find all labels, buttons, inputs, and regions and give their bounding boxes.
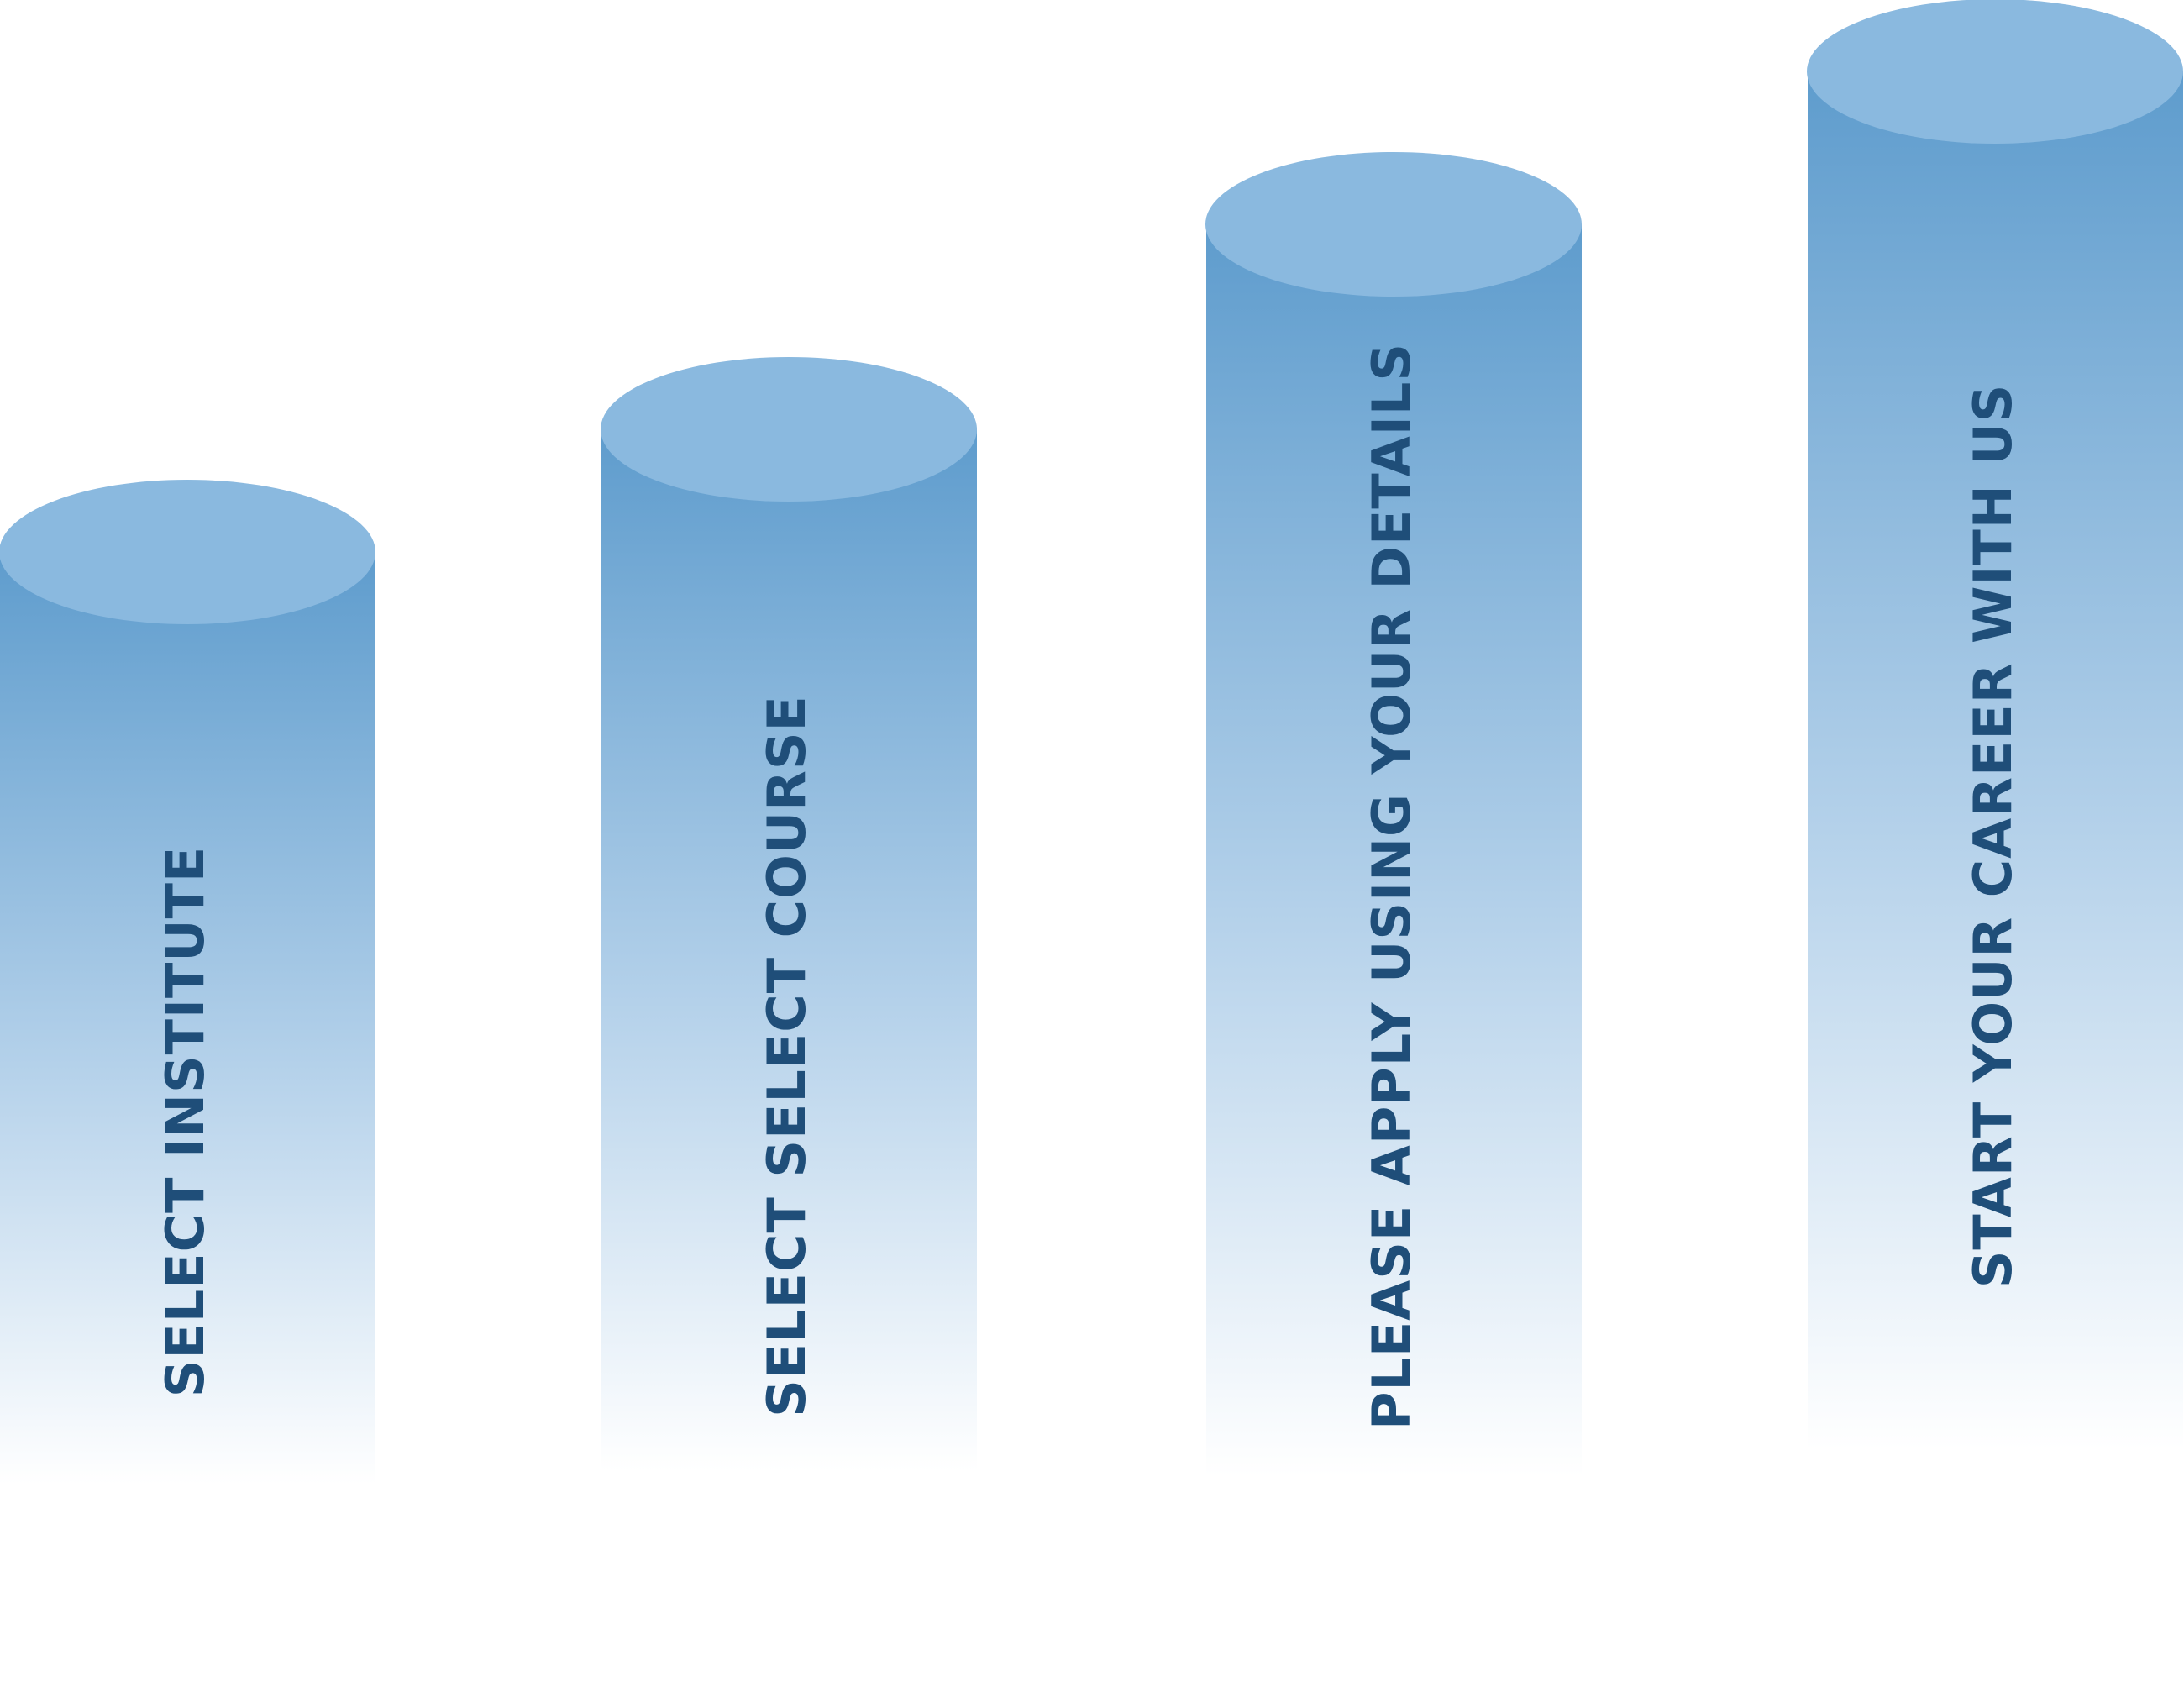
step-3-label: PLEASE APPLY USING YOUR DETAILS xyxy=(1361,343,1422,1430)
step-1-label: SELECT INSTITUTE xyxy=(155,846,216,1398)
step-2-cylinder-body xyxy=(601,429,977,1471)
step-2-cylinder: SELECT SELECT COURSE xyxy=(601,357,977,1471)
step-4-label: START YOUR CAREER WITH US xyxy=(1962,384,2024,1289)
step-3-cylinder-top xyxy=(1205,152,1582,297)
step-1-cylinder-top xyxy=(0,480,375,624)
step-4-cylinder-body xyxy=(1808,71,2183,1449)
step-4-cylinder-top xyxy=(1807,0,2183,144)
step-2-cylinder-top xyxy=(601,357,977,502)
step-2-label: SELECT SELECT COURSE xyxy=(756,695,817,1417)
step-1-cylinder-body xyxy=(0,552,375,1485)
step-3-cylinder-body xyxy=(1206,224,1582,1476)
step-1-cylinder: SELECT INSTITUTE xyxy=(0,480,375,1485)
step-4-cylinder: START YOUR CAREER WITH US xyxy=(1807,0,2183,1449)
step-3-cylinder: PLEASE APPLY USING YOUR DETAILS xyxy=(1205,152,1582,1476)
